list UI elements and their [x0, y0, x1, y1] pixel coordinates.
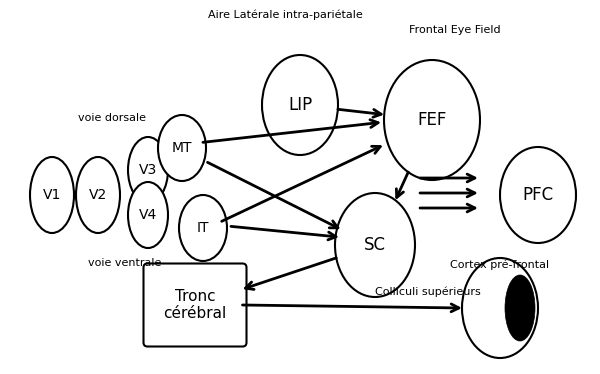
Ellipse shape — [500, 147, 576, 243]
Text: FEF: FEF — [418, 111, 446, 129]
Ellipse shape — [505, 275, 535, 341]
Ellipse shape — [128, 137, 168, 203]
Text: Cortex pré-frontal: Cortex pré-frontal — [451, 260, 550, 270]
Text: V4: V4 — [139, 208, 157, 222]
Text: Frontal Eye Field: Frontal Eye Field — [409, 25, 501, 35]
Ellipse shape — [335, 193, 415, 297]
Text: V3: V3 — [139, 163, 157, 177]
Ellipse shape — [179, 195, 227, 261]
Text: voie ventrale: voie ventrale — [88, 258, 161, 268]
Ellipse shape — [30, 157, 74, 233]
Ellipse shape — [158, 115, 206, 181]
Text: MT: MT — [172, 141, 192, 155]
Text: PFC: PFC — [523, 186, 554, 204]
Text: SC: SC — [364, 236, 386, 254]
Text: IT: IT — [197, 221, 209, 235]
Ellipse shape — [262, 55, 338, 155]
Text: Aire Latérale intra-pariétale: Aire Latérale intra-pariétale — [208, 10, 362, 20]
Ellipse shape — [384, 60, 480, 180]
Text: voie dorsale: voie dorsale — [78, 113, 146, 123]
Text: Colliculi supérieurs: Colliculi supérieurs — [375, 287, 481, 297]
Text: Tronc
cérébral: Tronc cérébral — [163, 289, 227, 321]
Ellipse shape — [128, 182, 168, 248]
Text: V2: V2 — [89, 188, 107, 202]
Text: LIP: LIP — [288, 96, 312, 114]
Ellipse shape — [76, 157, 120, 233]
Ellipse shape — [462, 258, 538, 358]
Text: V1: V1 — [43, 188, 61, 202]
FancyBboxPatch shape — [143, 264, 247, 346]
